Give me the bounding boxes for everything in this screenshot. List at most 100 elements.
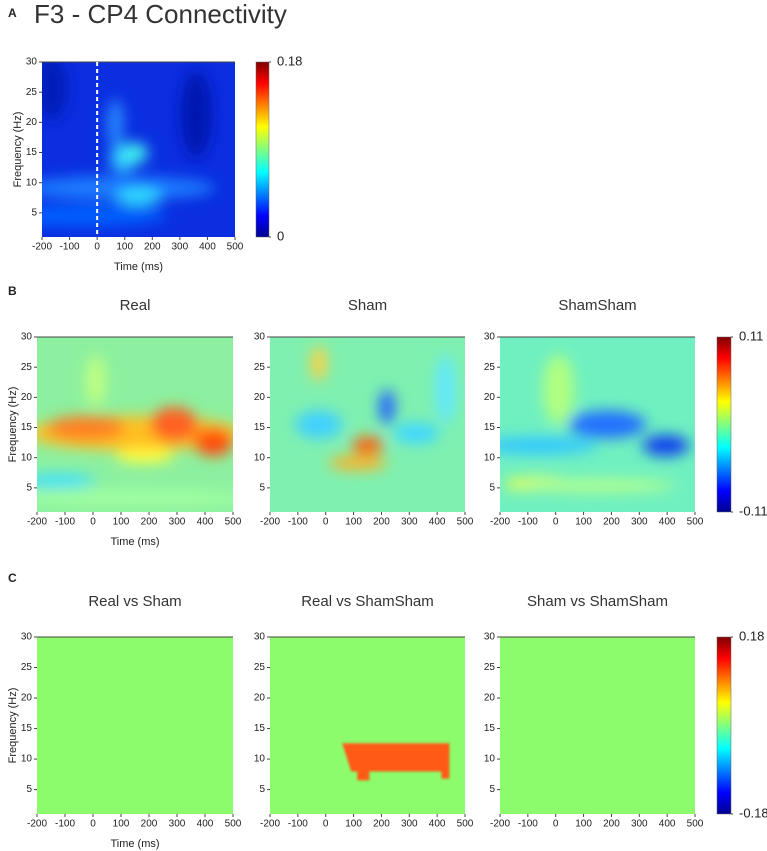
x-tick-label: 500	[225, 819, 242, 830]
x-tick-label: -200	[260, 819, 280, 830]
x-tick-label: -200	[490, 819, 510, 830]
x-tick-label: 500	[227, 242, 244, 253]
y-axis-label: Frequency (Hz)	[12, 112, 24, 188]
x-tick-label: -100	[518, 819, 538, 830]
x-tick-label: 100	[113, 819, 130, 830]
heatmap-blob	[150, 407, 198, 442]
x-tick-label: -200	[260, 517, 280, 528]
heatmap	[270, 637, 465, 814]
heatmap-blob	[642, 435, 690, 456]
heatmap-blob	[310, 345, 327, 381]
colorbar	[716, 336, 732, 513]
y-tick-label: 20	[254, 693, 266, 704]
x-tick-label: 0	[553, 819, 559, 830]
heatmap	[500, 637, 695, 814]
heatmap-background	[270, 637, 465, 814]
heatmap-blob	[42, 175, 216, 201]
y-tick-label: 20	[26, 117, 38, 128]
y-tick-label: 10	[254, 754, 266, 765]
y-tick-label: 5	[489, 784, 495, 795]
x-tick-label: -100	[55, 819, 75, 830]
heatmap-blob	[86, 354, 106, 407]
x-tick-label: 500	[225, 517, 242, 528]
x-tick-label: 400	[429, 517, 446, 528]
heatmap-blob	[519, 478, 676, 493]
y-tick-label: 30	[26, 57, 38, 68]
x-tick-label: 300	[172, 242, 189, 253]
y-tick-label: 25	[254, 362, 266, 373]
y-tick-label: 20	[254, 392, 266, 403]
y-tick-label: 25	[484, 662, 496, 673]
colorbar-tick-label: 0.11	[739, 328, 763, 343]
x-tick-label: -200	[27, 819, 47, 830]
x-tick-label: -100	[288, 517, 308, 528]
x-tick-label: 100	[575, 517, 592, 528]
heatmap-texture	[500, 354, 690, 493]
x-tick-label: 100	[345, 819, 362, 830]
x-tick-label: 100	[116, 242, 133, 253]
y-tick-label: 25	[254, 662, 266, 673]
figure-title: F3 - CP4 Connectivity	[34, 0, 287, 29]
y-tick-label: 25	[484, 362, 496, 373]
heatmap-blob	[107, 98, 124, 148]
y-tick-label: 10	[21, 452, 33, 463]
heatmap-texture	[37, 354, 233, 507]
y-tick-label: 10	[254, 452, 266, 463]
y-tick-label: 30	[21, 332, 33, 343]
heatmap-blob	[193, 428, 233, 456]
colorbar	[255, 61, 270, 238]
x-tick-label: 300	[401, 819, 418, 830]
y-tick-label: 25	[26, 87, 38, 98]
y-tick-label: 10	[484, 452, 496, 463]
y-tick-label: 15	[21, 723, 33, 734]
x-tick-label: 500	[457, 819, 474, 830]
y-tick-label: 25	[21, 362, 33, 373]
x-tick-label: 500	[687, 517, 704, 528]
colorbar	[716, 636, 732, 815]
x-tick-label: 300	[401, 517, 418, 528]
y-tick-label: 15	[26, 147, 38, 158]
y-tick-label: 25	[21, 662, 33, 673]
x-tick-label: -100	[288, 819, 308, 830]
y-tick-label: 15	[484, 422, 496, 433]
heatmap-texture	[295, 345, 456, 470]
x-tick-label: 300	[169, 517, 186, 528]
y-axis-label: Frequency (Hz)	[7, 688, 19, 764]
x-tick-label: 400	[199, 242, 216, 253]
y-tick-label: 5	[489, 483, 495, 494]
heatmap-blob	[180, 70, 212, 159]
y-tick-label: 10	[26, 177, 38, 188]
heatmap-blob	[42, 62, 68, 120]
colorbar-tick-label: -0.18	[739, 805, 767, 820]
heatmap	[500, 337, 695, 512]
panel-title: Real vs Sham	[88, 593, 181, 610]
x-tick-label: 0	[553, 517, 559, 528]
panel-title: Sham	[348, 297, 387, 314]
y-tick-label: 30	[254, 632, 266, 643]
heatmap-blob	[392, 422, 440, 444]
y-tick-label: 15	[254, 723, 266, 734]
heatmap-blob	[435, 354, 456, 425]
y-tick-label: 5	[259, 784, 265, 795]
y-tick-label: 20	[21, 392, 33, 403]
heatmap-blob	[500, 436, 598, 455]
y-tick-label: 5	[31, 208, 37, 219]
heatmap	[270, 337, 465, 512]
x-tick-label: 100	[113, 517, 130, 528]
x-tick-label: -100	[55, 517, 75, 528]
heatmap-blob	[542, 354, 575, 425]
y-tick-label: 30	[21, 632, 33, 643]
heatmap-blob	[115, 188, 162, 206]
heatmap-blob	[121, 142, 149, 164]
panel-label: C	[8, 571, 17, 585]
colorbar-tick-label: 0	[277, 228, 284, 243]
x-tick-label: 200	[373, 517, 390, 528]
x-axis-label: Time (ms)	[114, 261, 163, 273]
x-tick-label: 200	[141, 517, 158, 528]
x-tick-label: -200	[490, 517, 510, 528]
x-tick-label: 0	[90, 517, 96, 528]
x-tick-label: 200	[141, 819, 158, 830]
heatmap-blob	[379, 389, 395, 425]
panel-label: A	[8, 6, 17, 20]
